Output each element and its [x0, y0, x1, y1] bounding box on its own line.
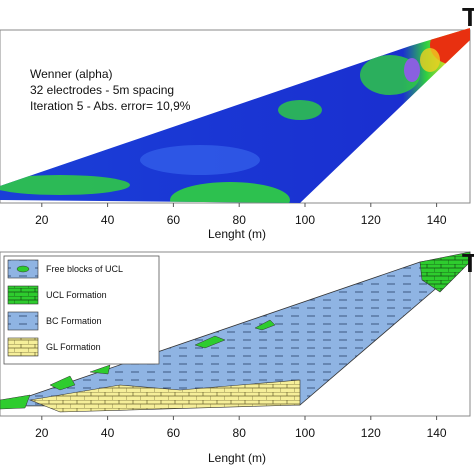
panel-label: T: [462, 248, 474, 278]
legend-label: BC Formation: [46, 316, 102, 326]
ucl-formation: [419, 251, 471, 293]
x-tick-label: 20: [35, 213, 49, 227]
x-tick-label: 140: [427, 213, 447, 227]
legend-swatch: [7, 337, 39, 357]
legend-swatch: [7, 285, 39, 305]
x-axis-label: Lenght (m): [208, 227, 266, 241]
legend-swatch: [7, 311, 39, 331]
x-tick-label: 120: [361, 426, 381, 440]
annotation: Iteration 5 - Abs. error= 10,9%: [30, 99, 191, 113]
gl-formation: [28, 379, 301, 413]
x-axis-label: Lenght (m): [208, 451, 266, 465]
x-tick-label: 60: [167, 213, 181, 227]
legend-label: GL Formation: [46, 342, 101, 352]
x-tick-label: 40: [101, 426, 115, 440]
annotation: 32 electrodes - 5m spacing: [30, 83, 174, 97]
ucl-block: [254, 319, 276, 331]
ucl-block: [194, 335, 226, 349]
legend-label: UCL Formation: [46, 290, 107, 300]
legend: Free blocks of UCL UCL Formation BC Form…: [3, 255, 160, 365]
x-tick-label: 100: [295, 213, 315, 227]
x-tick-label: 20: [35, 426, 49, 440]
panel-label: T: [462, 2, 474, 32]
ucl-block: [0, 394, 31, 410]
x-tick-label: 80: [233, 426, 247, 440]
annotation: Wenner (alpha): [30, 67, 113, 81]
x-tick-label: 140: [427, 426, 447, 440]
x-tick-label: 60: [167, 426, 181, 440]
x-tick-label: 80: [233, 213, 247, 227]
legend-label: Free blocks of UCL: [46, 264, 123, 274]
x-tick-label: 120: [361, 213, 381, 227]
x-tick-label: 40: [101, 213, 115, 227]
x-tick-label: 100: [295, 426, 315, 440]
ucl-block: [89, 364, 111, 375]
ucl-block: [49, 375, 76, 391]
